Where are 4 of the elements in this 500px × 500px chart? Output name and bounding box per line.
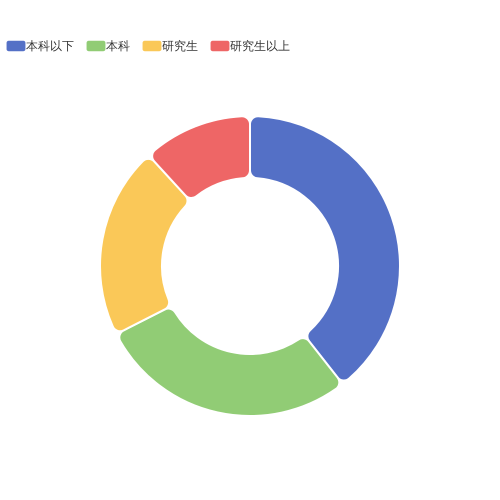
legend-label: 本科以下 <box>26 39 74 53</box>
legend-label: 研究生以上 <box>230 39 290 53</box>
legend-label: 本科 <box>106 39 130 53</box>
legend-label: 研究生 <box>162 39 198 53</box>
